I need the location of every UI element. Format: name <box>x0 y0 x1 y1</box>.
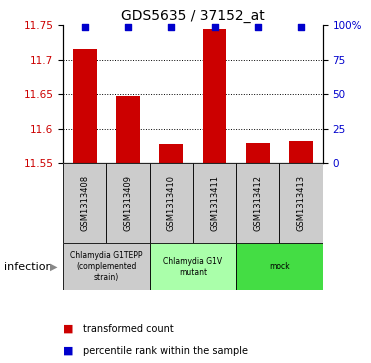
Text: transformed count: transformed count <box>83 324 174 334</box>
Point <box>298 24 304 30</box>
Bar <box>203 29 226 163</box>
Bar <box>193 163 236 243</box>
Bar <box>63 163 106 243</box>
Bar <box>236 163 279 243</box>
Text: Chlamydia G1TEPP
(complemented
strain): Chlamydia G1TEPP (complemented strain) <box>70 251 142 282</box>
Bar <box>236 243 323 290</box>
Text: ■: ■ <box>63 324 73 334</box>
Text: Chlamydia G1V
mutant: Chlamydia G1V mutant <box>163 257 223 277</box>
Bar <box>63 243 150 290</box>
Bar <box>150 163 193 243</box>
Point <box>168 24 174 30</box>
Bar <box>106 163 150 243</box>
Text: GSM1313411: GSM1313411 <box>210 175 219 231</box>
Bar <box>160 144 183 163</box>
Text: GSM1313409: GSM1313409 <box>124 175 132 231</box>
Text: GSM1313410: GSM1313410 <box>167 175 176 231</box>
Bar <box>279 163 323 243</box>
Text: mock: mock <box>269 262 290 271</box>
Text: GSM1313408: GSM1313408 <box>80 175 89 231</box>
Text: percentile rank within the sample: percentile rank within the sample <box>83 346 249 356</box>
Text: GSM1313412: GSM1313412 <box>253 175 262 231</box>
Bar <box>150 243 236 290</box>
Bar <box>246 143 270 163</box>
Point <box>255 24 261 30</box>
Point <box>211 24 217 30</box>
Bar <box>289 141 313 163</box>
Bar <box>73 49 96 163</box>
Text: ▶: ▶ <box>50 262 58 272</box>
Bar <box>116 97 140 163</box>
Point <box>82 24 88 30</box>
Title: GDS5635 / 37152_at: GDS5635 / 37152_at <box>121 9 265 23</box>
Text: ■: ■ <box>63 346 73 356</box>
Text: infection: infection <box>4 262 52 272</box>
Point <box>125 24 131 30</box>
Text: GSM1313413: GSM1313413 <box>297 175 306 231</box>
